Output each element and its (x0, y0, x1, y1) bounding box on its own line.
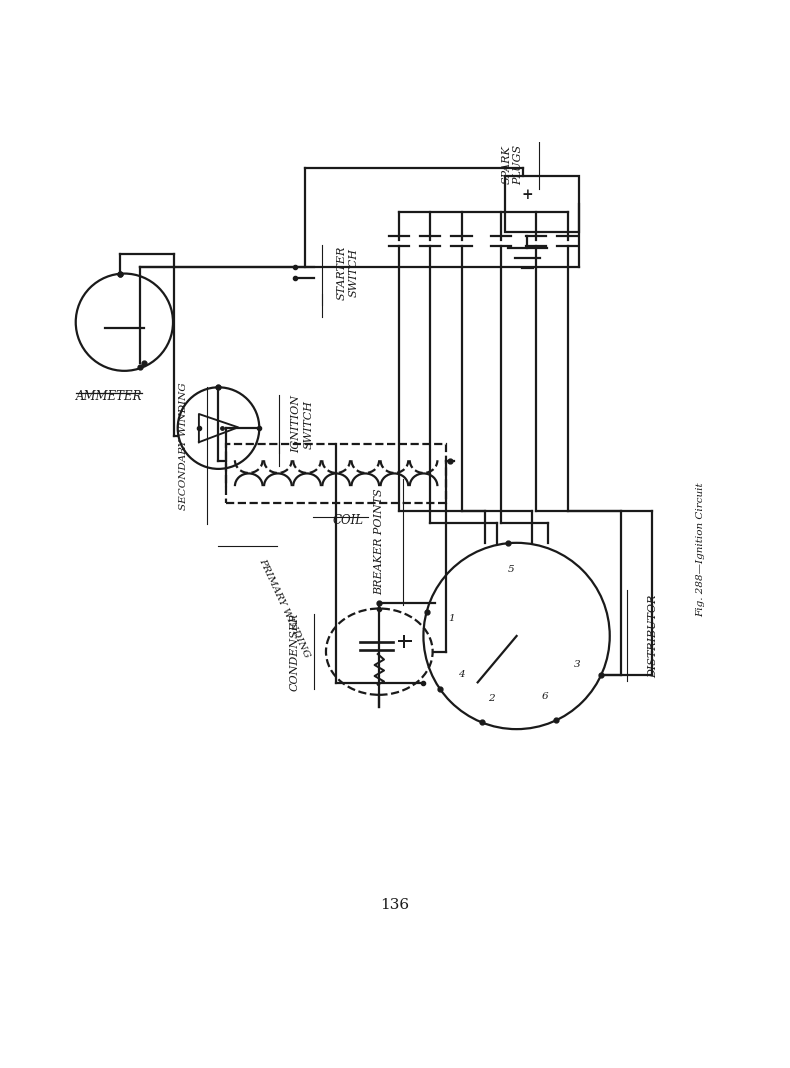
Text: SPARK
PLUGS: SPARK PLUGS (502, 145, 524, 185)
Text: DISTRIBUTOR: DISTRIBUTOR (648, 594, 658, 678)
Text: STARTER
SWITCH: STARTER SWITCH (337, 246, 359, 300)
Text: PRIMARY WINDING: PRIMARY WINDING (258, 557, 312, 660)
Text: +: + (521, 188, 533, 202)
Text: 6: 6 (542, 692, 548, 702)
Text: 5: 5 (507, 565, 514, 574)
Text: COIL: COIL (333, 515, 363, 528)
Text: CONDENSER: CONDENSER (290, 613, 299, 691)
Text: 136: 136 (381, 898, 409, 912)
Text: 3: 3 (574, 660, 581, 669)
Text: 2: 2 (488, 693, 495, 703)
Bar (227, 444, 446, 503)
Text: SECONDARY WINDING: SECONDARY WINDING (179, 382, 188, 509)
Text: 1: 1 (449, 614, 455, 623)
Text: AMMETER: AMMETER (76, 391, 142, 404)
Text: 4: 4 (458, 670, 465, 679)
Text: BREAKER POINTS: BREAKER POINTS (374, 488, 384, 595)
Text: Fig. 288—Ignition Circuit: Fig. 288—Ignition Circuit (697, 483, 705, 617)
Text: IGNITION
SWITCH: IGNITION SWITCH (292, 395, 314, 453)
Bar (505, 175, 579, 232)
